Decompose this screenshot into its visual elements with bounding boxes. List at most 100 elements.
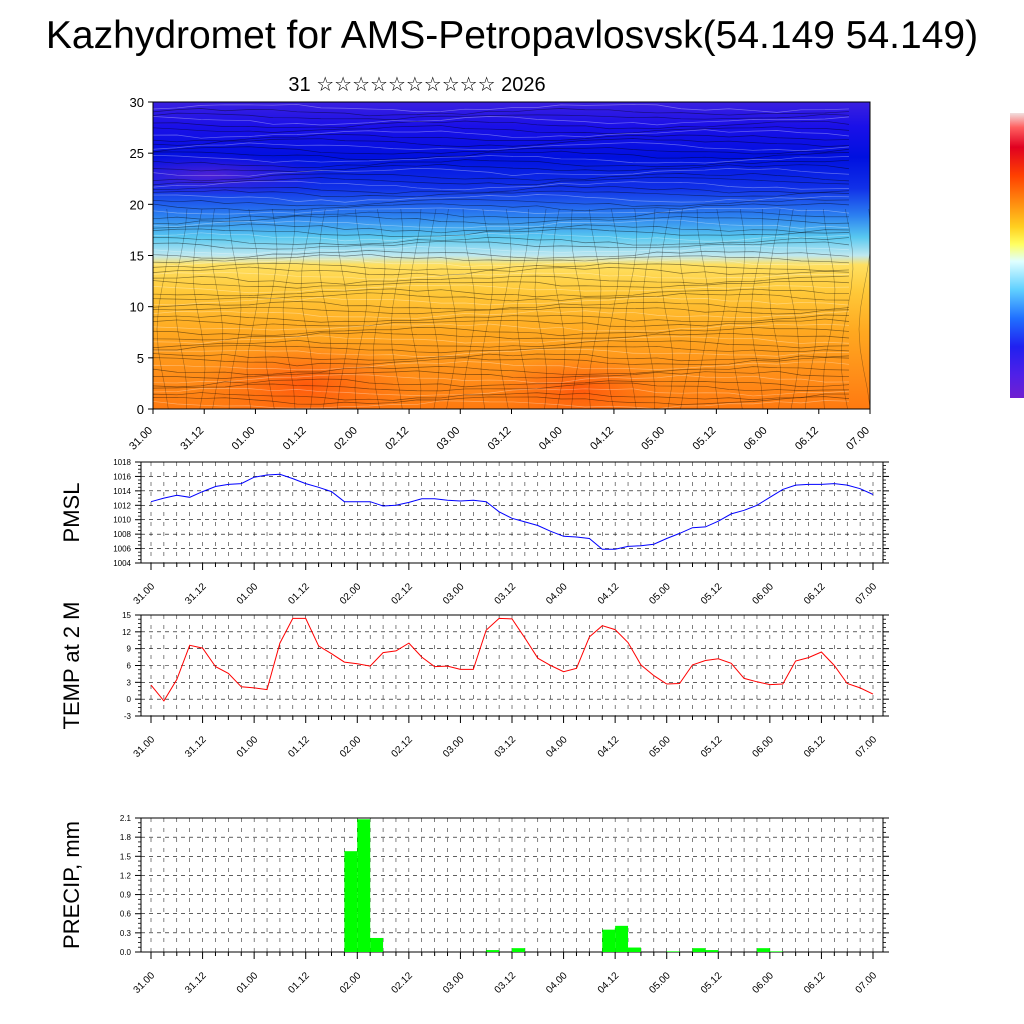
temp-ylabel: TEMP at 2 M [59, 602, 84, 730]
x-tick-label: 06.12 [793, 425, 821, 453]
x-tick-label: 05.12 [699, 581, 725, 607]
streamline [153, 339, 850, 349]
y-tick-label: 0.6 [120, 910, 132, 919]
x-tick-label: 06.12 [802, 581, 828, 607]
x-tick-label: 01.12 [286, 734, 312, 760]
x-tick-label: 03.12 [486, 425, 514, 453]
streamline [153, 323, 850, 332]
streamline [153, 228, 850, 237]
x-tick-label: 02.00 [332, 425, 360, 453]
precip-bar [615, 925, 629, 952]
streamline [153, 400, 850, 409]
y-tick-label: 0.0 [120, 948, 132, 957]
streamline [153, 202, 850, 212]
streamline [714, 208, 727, 409]
page-subtitle: 31 ☆☆☆☆☆☆☆☆☆☆ 2026 [288, 74, 546, 96]
streamline [153, 292, 850, 302]
streamline [153, 240, 850, 250]
x-tick-label: 04.00 [544, 970, 570, 996]
streamline [426, 208, 440, 409]
streamline [318, 208, 332, 409]
streamline [354, 208, 368, 409]
x-tick-label: 05.00 [647, 970, 673, 996]
violet-layer [153, 153, 330, 197]
streamline [462, 208, 476, 409]
y-tick-label: 1010 [113, 516, 131, 525]
streamline [786, 208, 800, 409]
streamline [498, 208, 512, 409]
streamline [153, 146, 850, 155]
streamline [153, 353, 850, 362]
streamline [153, 392, 850, 401]
streamline [588, 208, 602, 409]
x-tick-label: 31.00 [132, 581, 158, 607]
x-tick-label: 06.00 [742, 425, 770, 453]
streamline [153, 207, 850, 215]
x-tick-label: 01.00 [230, 425, 258, 453]
x-tick-label: 06.12 [802, 970, 828, 996]
streamline [153, 134, 850, 143]
streamline [210, 208, 224, 409]
streamline [153, 112, 850, 121]
x-tick-label: 03.00 [441, 734, 467, 760]
x-tick-label: 06.00 [751, 581, 777, 607]
streamline [153, 318, 850, 328]
streamline [153, 374, 850, 384]
streamline [552, 208, 566, 409]
x-tick-label: 06.12 [802, 734, 828, 760]
y-tick-label: 1014 [113, 487, 131, 496]
streamline [153, 211, 850, 220]
precip-bar [344, 851, 358, 952]
y-tick-label: 1012 [113, 501, 131, 510]
x-tick-label: 31.00 [132, 734, 158, 760]
x-tick-label: 03.12 [493, 734, 519, 760]
streamline [153, 142, 850, 152]
streamline [153, 361, 850, 371]
x-tick-label: 07.00 [854, 970, 880, 996]
precip-bar [602, 929, 616, 952]
streamline [153, 104, 850, 113]
y-tick-label: 1016 [113, 472, 131, 481]
streamline [153, 129, 850, 139]
streamline [822, 208, 836, 409]
streamline [153, 108, 850, 117]
streamline [642, 208, 656, 409]
x-tick-label: 31.12 [183, 581, 209, 607]
x-tick-label: 05.00 [647, 734, 673, 760]
x-tick-label: 04.12 [596, 970, 622, 996]
x-tick-label: 31.12 [183, 734, 209, 760]
streamline [373, 208, 386, 409]
y-tick-label: 2.1 [120, 814, 132, 823]
streamline [153, 232, 850, 242]
streamline [153, 301, 850, 311]
vertical-section-chart: 0 5 10 15 20 25 30 31.00 31.12 01.00 01.12 02.00 02… [127, 95, 872, 453]
precip-bar [705, 950, 719, 952]
temp-frame [140, 614, 884, 717]
streamline [153, 306, 850, 315]
y-tick-label: 5 [137, 351, 144, 366]
streamline [153, 245, 850, 255]
x-tick-label: 05.12 [699, 734, 725, 760]
streamline [153, 327, 850, 337]
streamline [153, 335, 850, 344]
streamline [153, 388, 850, 397]
streamline [153, 258, 850, 267]
streamline [153, 344, 850, 354]
streamline [153, 272, 850, 280]
x-tick-label: 02.12 [390, 581, 416, 607]
streamline [156, 208, 170, 409]
precip-bar [628, 947, 641, 952]
y-tick-label: 0 [137, 402, 144, 417]
x-tick-label: 02.12 [383, 425, 411, 453]
streamline [153, 150, 850, 161]
x-tick-label: 04.12 [588, 425, 616, 453]
y-tick-label: -3 [124, 712, 132, 721]
precip-frame [140, 817, 884, 953]
warm-core [490, 355, 670, 409]
y-tick-label: 6 [127, 662, 132, 671]
streamline [153, 275, 850, 285]
streamline [153, 284, 850, 294]
streamline [153, 280, 850, 289]
streamline [153, 262, 850, 272]
streamline [153, 194, 850, 203]
